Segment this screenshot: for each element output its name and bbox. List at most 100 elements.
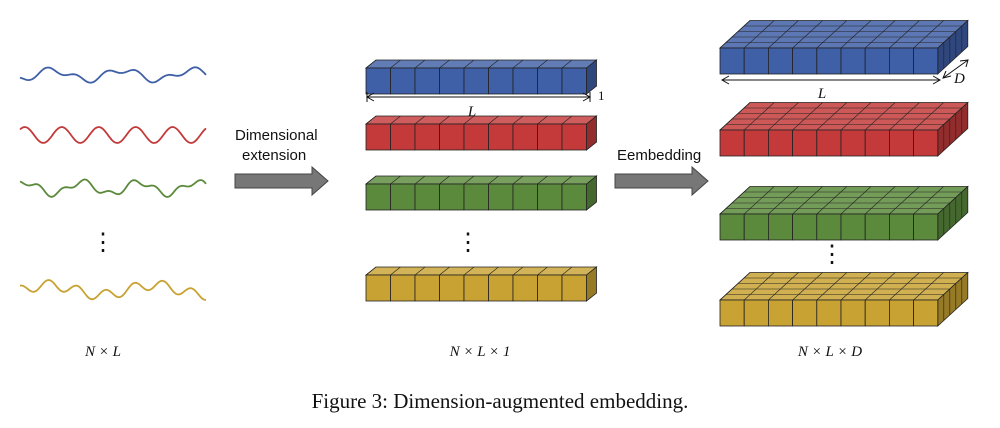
embedding-cube — [768, 129, 794, 157]
embedding-cube — [816, 129, 842, 157]
sequence-cube — [488, 67, 514, 95]
embedding-cube — [719, 129, 745, 157]
signals-ellipsis: ⋮ — [91, 229, 115, 256]
sequence-cube — [390, 123, 416, 151]
signal-wave-green — [19, 178, 207, 198]
embedding-arrow-label: Eembedding — [617, 147, 701, 164]
bars-ellipsis: ⋮ — [456, 229, 480, 256]
sequence-cube — [537, 67, 563, 95]
sequence-cube — [463, 123, 489, 151]
embedding-slab-red — [718, 101, 969, 157]
embedding-cube — [840, 129, 866, 157]
length-label: L — [467, 104, 476, 120]
embedding-cube — [816, 213, 842, 241]
signal-wave-gold — [19, 279, 207, 301]
embedding-slab-gold — [718, 271, 969, 327]
sequence-cube — [537, 183, 563, 211]
embedding-cube — [719, 213, 745, 241]
length-marker — [365, 92, 592, 102]
embedding-cube — [768, 299, 794, 327]
embedding-slab-green — [718, 185, 969, 241]
embedding-arrow — [614, 165, 709, 197]
embedding-cube — [743, 213, 769, 241]
arrow-label-line1: Dimensional — [235, 127, 318, 144]
slabs-ellipsis: ⋮ — [820, 241, 844, 268]
signal-wave-red — [19, 126, 207, 144]
sequence-bar-green — [364, 175, 598, 211]
sequence-cube — [439, 123, 465, 151]
sequences-dimension-label: N × L × 1 — [449, 344, 511, 360]
embedding-cube — [816, 47, 842, 75]
embedding-cube — [864, 213, 890, 241]
one-label: 1 — [598, 88, 605, 103]
sequence-cube — [414, 123, 440, 151]
embedding-cube — [889, 47, 915, 75]
sequence-cube — [512, 274, 538, 302]
embedding-cube — [913, 213, 939, 241]
embedding-cube — [913, 47, 939, 75]
embedding-cube — [792, 213, 818, 241]
signal-wave-blue — [19, 66, 207, 84]
sequence-cube — [561, 274, 587, 302]
sequence-cube — [365, 274, 391, 302]
embedding-slabs — [718, 19, 969, 327]
arrow-shape-1 — [234, 165, 329, 197]
sequence-cube — [390, 274, 416, 302]
signal-waves — [19, 66, 207, 301]
embedding-cube — [792, 129, 818, 157]
embedding-cube — [913, 129, 939, 157]
sequence-cube — [365, 183, 391, 211]
sequence-cube — [390, 67, 416, 95]
sequence-bar-gold — [364, 266, 598, 302]
embedding-cube — [743, 299, 769, 327]
sequence-cube — [414, 67, 440, 95]
sequence-cube — [488, 183, 514, 211]
embedding-cube — [719, 299, 745, 327]
sequence-cube — [561, 67, 587, 95]
sequence-cube — [439, 183, 465, 211]
slab-length-marker — [720, 75, 942, 85]
sequence-cube — [512, 67, 538, 95]
sequence-cube — [537, 274, 563, 302]
embedding-cube — [864, 47, 890, 75]
sequence-cube — [414, 183, 440, 211]
embedding-cube — [889, 299, 915, 327]
sequence-cube — [537, 123, 563, 151]
signals-dimension-label: N × L — [84, 344, 121, 360]
dimensional-extension-arrow — [234, 165, 329, 197]
embedding-cube — [719, 47, 745, 75]
embedding-slab-blue — [718, 19, 969, 75]
sequence-cube — [463, 67, 489, 95]
sequence-cube — [439, 274, 465, 302]
embedding-cube — [816, 299, 842, 327]
sequence-cube — [463, 183, 489, 211]
sequence-cube — [463, 274, 489, 302]
embedding-cube — [864, 129, 890, 157]
embedding-cube — [889, 213, 915, 241]
embedding-cube — [840, 299, 866, 327]
embedding-cube — [768, 47, 794, 75]
embedding-cube — [840, 213, 866, 241]
sequence-cube — [414, 274, 440, 302]
sequence-bar-red — [364, 115, 598, 151]
sequence-cube — [512, 183, 538, 211]
embedding-cube — [840, 47, 866, 75]
embeddings-dimension-label: N × L × D — [797, 344, 862, 360]
embedding-cube — [889, 129, 915, 157]
embedding-cube — [768, 213, 794, 241]
sequence-cube — [488, 123, 514, 151]
slab-length-label: L — [817, 86, 826, 102]
embedding-cube — [743, 129, 769, 157]
arrow-label-line2: extension — [242, 147, 306, 164]
embedding-cube — [743, 47, 769, 75]
embedding-cube — [913, 299, 939, 327]
sequence-cube — [561, 183, 587, 211]
figure-caption: Figure 3: Dimension-augmented embedding. — [312, 389, 689, 413]
sequence-cube — [390, 183, 416, 211]
embedding-cube — [864, 299, 890, 327]
sequence-bar-blue — [364, 59, 598, 95]
embedding-cube — [792, 299, 818, 327]
sequence-cube — [365, 67, 391, 95]
sequence-cube — [365, 123, 391, 151]
